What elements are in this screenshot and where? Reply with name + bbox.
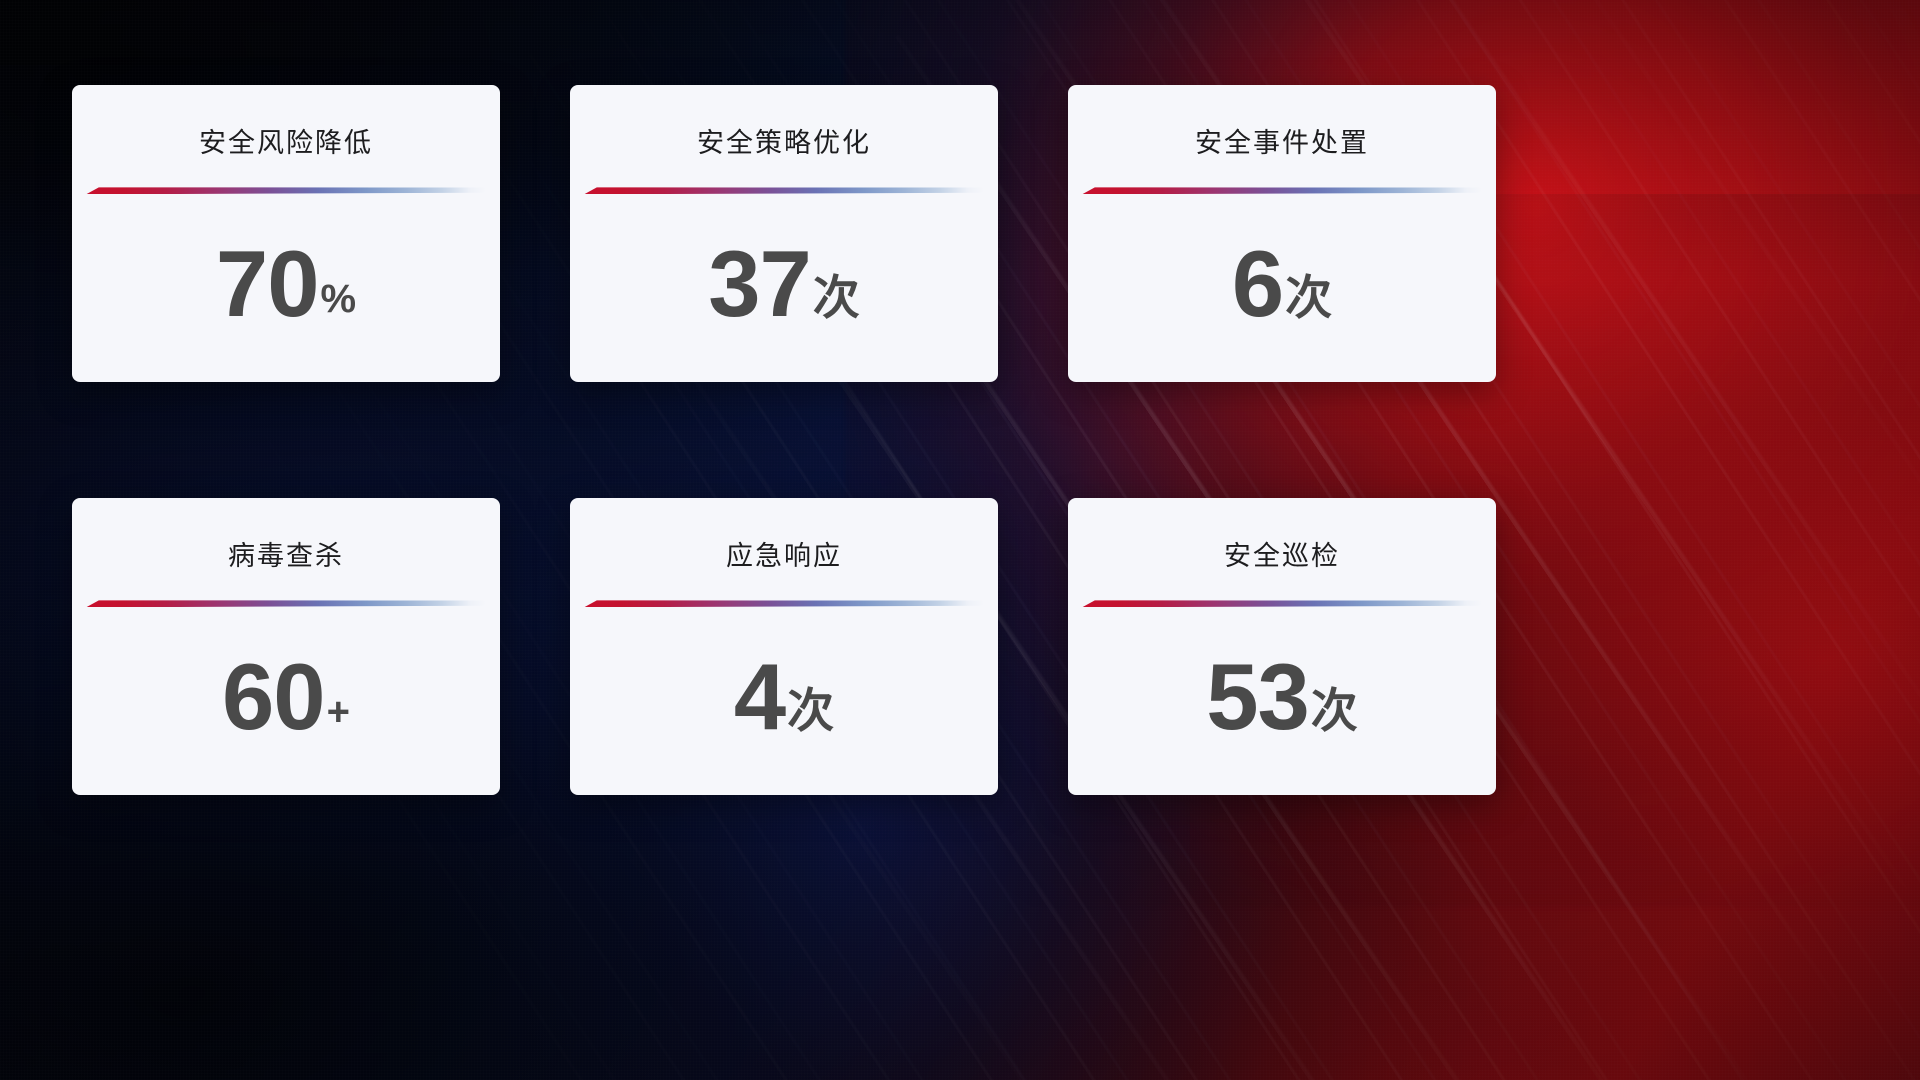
metric-value-suffix: 次: [1285, 271, 1333, 324]
gradient-rule-icon: [1082, 600, 1482, 608]
metric-card[interactable]: 安全巡检 53 次: [1068, 498, 1496, 795]
metric-card-rule: [72, 599, 500, 608]
metric-value-number: 60: [222, 644, 326, 749]
gradient-rule-icon: [584, 600, 984, 608]
metric-card-rule: [72, 186, 500, 195]
metric-card[interactable]: 安全策略优化 37 次: [570, 85, 998, 382]
metric-card-rule: [1068, 186, 1496, 195]
metric-value-number: 37: [708, 231, 812, 336]
metric-card-title: 安全策略优化: [697, 128, 871, 158]
metric-card-rule: [570, 186, 998, 195]
metric-card-rule: [1068, 599, 1496, 608]
gradient-rule-icon: [86, 187, 486, 195]
metric-card-value: 53 次: [1068, 650, 1496, 744]
metric-card-value: 6 次: [1068, 237, 1496, 331]
metric-value-suffix: +: [326, 690, 350, 734]
metric-card-value: 37 次: [570, 237, 998, 331]
metric-card-title: 安全事件处置: [1195, 128, 1369, 158]
metric-value-number: 53: [1206, 644, 1310, 749]
metric-card-value: 70 %: [72, 237, 500, 331]
metric-value-number: 6: [1231, 231, 1284, 336]
metric-card-title: 应急响应: [726, 541, 842, 571]
metric-card[interactable]: 病毒查杀 60 +: [72, 498, 500, 795]
metric-card-title: 病毒查杀: [228, 541, 344, 571]
metric-value-suffix: 次: [1310, 684, 1358, 737]
metric-card[interactable]: 安全风险降低 70 %: [72, 85, 500, 382]
metric-card-grid: 安全风险降低 70 % 安全策略优化 37 次 安全事件处置 6 次 病毒查杀: [72, 85, 1496, 795]
metric-value-number: 70: [215, 231, 320, 336]
metric-value-suffix: 次: [787, 684, 835, 737]
metric-card-title: 安全风险降低: [199, 128, 373, 158]
metric-value-suffix: %: [320, 277, 357, 321]
metric-card[interactable]: 应急响应 4 次: [570, 498, 998, 795]
metric-value-number: 4: [733, 644, 786, 749]
metric-card-rule: [570, 599, 998, 608]
metric-value-suffix: 次: [812, 271, 860, 324]
gradient-rule-icon: [584, 187, 984, 195]
metric-card[interactable]: 安全事件处置 6 次: [1068, 85, 1496, 382]
gradient-rule-icon: [86, 600, 486, 608]
metric-card-title: 安全巡检: [1224, 541, 1340, 571]
gradient-rule-icon: [1082, 187, 1482, 195]
metric-card-value: 60 +: [72, 650, 500, 744]
metric-card-value: 4 次: [570, 650, 998, 744]
